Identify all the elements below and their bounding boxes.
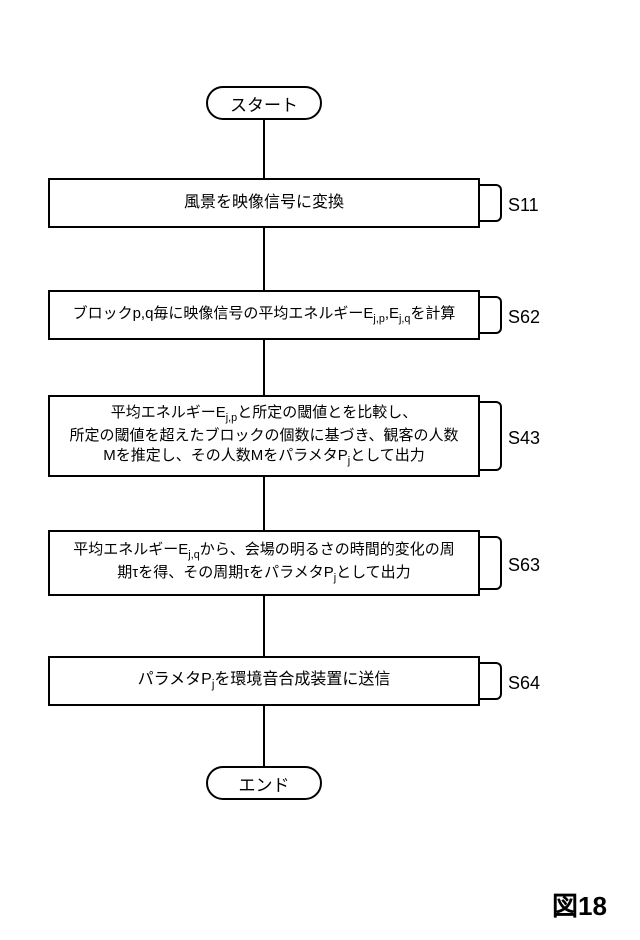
flow-step-2: ブロックp,q毎に映像信号の平均エネルギーEj,p,Ej,qを計算 bbox=[48, 290, 480, 340]
flow-step-5-text: パラメタPjを環境音合成装置に送信 bbox=[138, 669, 391, 694]
step-brace bbox=[480, 184, 502, 222]
flow-start-text: スタート bbox=[230, 91, 298, 116]
connector bbox=[263, 596, 265, 656]
step-brace bbox=[480, 536, 502, 590]
step-brace bbox=[480, 401, 502, 471]
flow-end: エンド bbox=[206, 766, 322, 800]
flow-step-1: 風景を映像信号に変換 bbox=[48, 178, 480, 228]
figure-label: 図18 bbox=[552, 886, 607, 923]
step-label-s63: S63 bbox=[508, 555, 540, 576]
connector bbox=[263, 477, 265, 530]
flow-start: スタート bbox=[206, 86, 322, 120]
flow-step-1-text: 風景を映像信号に変換 bbox=[184, 192, 344, 214]
step-label-s62: S62 bbox=[508, 307, 540, 328]
flow-step-2-text: ブロックp,q毎に映像信号の平均エネルギーEj,p,Ej,qを計算 bbox=[73, 304, 456, 327]
flow-end-text: エンド bbox=[239, 771, 290, 796]
flow-step-3: 平均エネルギーEj,pと所定の閾値とを比較し、所定の閾値を超えたブロックの個数に… bbox=[48, 395, 480, 477]
step-label-s43: S43 bbox=[508, 428, 540, 449]
flow-step-4: 平均エネルギーEj,qから、会場の明るさの時間的変化の周期τを得、その周期τをパ… bbox=[48, 530, 480, 596]
flow-step-3-text: 平均エネルギーEj,pと所定の閾値とを比較し、所定の閾値を超えたブロックの個数に… bbox=[70, 403, 459, 468]
connector bbox=[263, 120, 265, 178]
step-label-s11: S11 bbox=[508, 195, 539, 216]
step-brace bbox=[480, 296, 502, 334]
flowchart-canvas: スタート 風景を映像信号に変換 ブロックp,q毎に映像信号の平均エネルギーEj,… bbox=[0, 0, 640, 940]
connector bbox=[263, 340, 265, 395]
connector bbox=[263, 706, 265, 766]
flow-step-4-text: 平均エネルギーEj,qから、会場の明るさの時間的変化の周期τを得、その周期τをパ… bbox=[73, 540, 454, 585]
flow-step-5: パラメタPjを環境音合成装置に送信 bbox=[48, 656, 480, 706]
connector bbox=[263, 228, 265, 290]
step-label-s64: S64 bbox=[508, 673, 540, 694]
step-brace bbox=[480, 662, 502, 700]
